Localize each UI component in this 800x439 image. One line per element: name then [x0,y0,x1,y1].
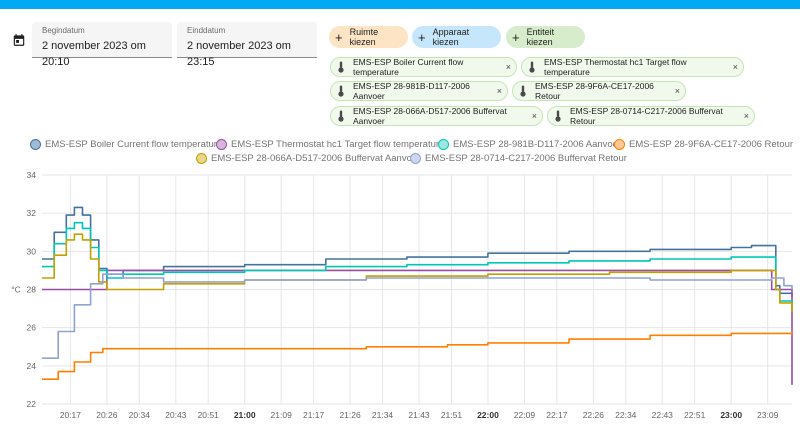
choose-device-button[interactable]: + Apparaat kiezen [412,26,501,48]
x-tick-label: 22:00 [477,410,499,420]
x-tick-label: 21:00 [234,410,256,420]
chip-remove-icon[interactable]: × [732,62,738,72]
history-line-chart[interactable]: 22 24 26 28 30 32 34 20:17 20:26 20:34 20:43 20:51 2… [0,168,800,439]
entity-chip[interactable]: EMS-ESP Thermostat hc1 Target flow tempe… [521,57,744,77]
y-tick-label: 30 [27,246,37,256]
legend-label: EMS-ESP 28-9F6A-CE17-2006 Retour [629,139,794,150]
chip-remove-icon[interactable]: × [743,111,749,121]
x-tick-label: 23:09 [757,410,779,420]
chip-remove-icon[interactable]: × [496,86,502,96]
entity-chip[interactable]: EMS-ESP 28-9F6A-CE17-2006 Retour × [512,81,686,101]
legend-swatch [438,139,449,150]
legend-item[interactable]: EMS-ESP Thermostat hc1 Target flow tempe… [216,139,444,150]
start-date-label: Begindatum [42,26,85,35]
start-date-value: 2 november 2023 om 20:10 [42,40,146,68]
entity-chip[interactable]: EMS-ESP 28-981B-D117-2006 Aanvoer × [330,81,508,101]
series-line [42,233,793,313]
thermometer-icon [338,61,344,73]
x-tick-label: 21:26 [339,410,361,420]
plus-icon: + [418,29,426,45]
legend-label: EMS-ESP 28-066A-D517-2006 Buffervat Aanv… [211,153,421,164]
chip-label: EMS-ESP 28-0714-C217-2006 Buffervat Reto… [570,106,723,126]
end-date-field[interactable]: Einddatum 2 november 2023 om 23:15 [177,22,317,68]
y-tick-label: 32 [27,208,37,218]
x-tick-label: 20:17 [60,410,82,420]
x-tick-label: 22:34 [615,410,637,420]
top-app-bar [0,0,800,9]
end-date-label: Einddatum [187,26,226,35]
x-tick-label: 20:51 [198,410,220,420]
thermometer-icon [338,110,344,122]
x-tick-label: 23:00 [720,410,742,420]
x-tick-label: 20:26 [96,410,118,420]
legend-swatch [196,153,207,164]
x-tick-label: 21:34 [372,410,394,420]
entity-chip[interactable]: EMS-ESP 28-066A-D517-2006 Buffervat Aanv… [330,106,543,126]
thermometer-icon [520,85,526,97]
chip-remove-icon[interactable]: × [531,111,537,121]
legend-swatch [30,139,41,150]
legend-swatch [410,153,421,164]
calendar-icon[interactable] [12,33,26,47]
x-tick-label: 21:43 [408,410,430,420]
x-tick-label: 21:09 [271,410,293,420]
legend-item[interactable]: EMS-ESP 28-0714-C217-2006 Buffervat Reto… [410,153,627,164]
start-date-field[interactable]: Begindatum 2 november 2023 om 20:10 [32,22,172,68]
legend-label: EMS-ESP 28-981B-D117-2006 Aanvoer [453,139,622,150]
chip-label: EMS-ESP 28-981B-D117-2006 Aanvoer [353,81,470,101]
legend-swatch [614,139,625,150]
legend-item[interactable]: EMS-ESP 28-981B-D117-2006 Aanvoer [438,139,621,150]
thermometer-icon [555,110,561,122]
plus-icon: + [335,29,343,45]
y-tick-label: 22 [27,399,37,409]
thermometer-icon [338,85,344,97]
choose-area-button[interactable]: + Ruimte kiezen [329,26,408,48]
choose-entity-button[interactable]: + Entiteit kiezen [506,26,585,48]
choose-entity-label: Entiteit kiezen [526,27,555,47]
x-tick-label: 21:51 [441,410,463,420]
series-line [42,206,793,298]
legend-label: EMS-ESP 28-0714-C217-2006 Buffervat Reto… [425,153,627,164]
y-tick-label: 26 [27,323,37,333]
y-tick-label: 34 [27,170,37,180]
entity-chip[interactable]: EMS-ESP 28-0714-C217-2006 Buffervat Reto… [547,106,755,126]
series-line [42,331,793,380]
series-line [42,273,793,359]
legend-swatch [216,139,227,150]
x-tick-label: 20:34 [129,410,151,420]
series-line [42,221,793,309]
legend-label: EMS-ESP Boiler Current flow temperature [45,139,223,150]
chip-label: EMS-ESP 28-066A-D517-2006 Buffervat Aanv… [353,106,507,126]
x-tick-label: 22:26 [583,410,605,420]
x-tick-label: 22:43 [652,410,674,420]
y-axis-label: °C [11,285,21,295]
chip-label: EMS-ESP Thermostat hc1 Target flow tempe… [544,57,687,77]
y-tick-label: 28 [27,285,37,295]
x-tick-label: 22:51 [684,410,706,420]
choose-device-label: Apparaat kiezen [432,27,470,47]
chip-label: EMS-ESP 28-9F6A-CE17-2006 Retour [535,81,654,101]
end-date-value: 2 november 2023 om 23:15 [187,40,291,68]
chip-label: EMS-ESP Boiler Current flow temperature [353,57,464,77]
legend-item[interactable]: EMS-ESP 28-9F6A-CE17-2006 Retour [614,139,793,150]
plus-icon: + [512,29,520,45]
x-tick-label: 22:17 [546,410,568,420]
x-tick-label: 21:17 [303,410,325,420]
chip-remove-icon[interactable]: × [674,86,680,96]
legend-item[interactable]: EMS-ESP Boiler Current flow temperature [30,139,222,150]
thermometer-icon [529,61,535,73]
chip-remove-icon[interactable]: × [505,62,511,72]
choose-area-label: Ruimte kiezen [349,27,379,47]
entity-chip[interactable]: EMS-ESP Boiler Current flow temperature … [330,57,517,77]
x-tick-label: 22:09 [514,410,536,420]
y-tick-label: 24 [27,361,37,371]
chart-legend: EMS-ESP Boiler Current flow temperature … [0,135,800,171]
legend-label: EMS-ESP Thermostat hc1 Target flow tempe… [231,139,445,150]
x-tick-label: 20:43 [165,410,187,420]
legend-item[interactable]: EMS-ESP 28-066A-D517-2006 Buffervat Aanv… [196,153,420,164]
